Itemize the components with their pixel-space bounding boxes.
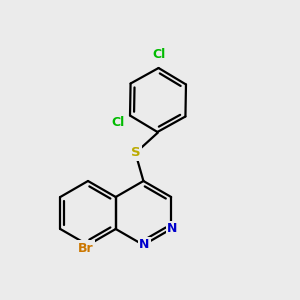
Text: S: S [130, 146, 140, 160]
Text: Br: Br [78, 242, 94, 254]
Text: Cl: Cl [111, 116, 124, 129]
Text: N: N [167, 223, 177, 236]
Text: Cl: Cl [152, 47, 165, 61]
Text: N: N [139, 238, 150, 251]
